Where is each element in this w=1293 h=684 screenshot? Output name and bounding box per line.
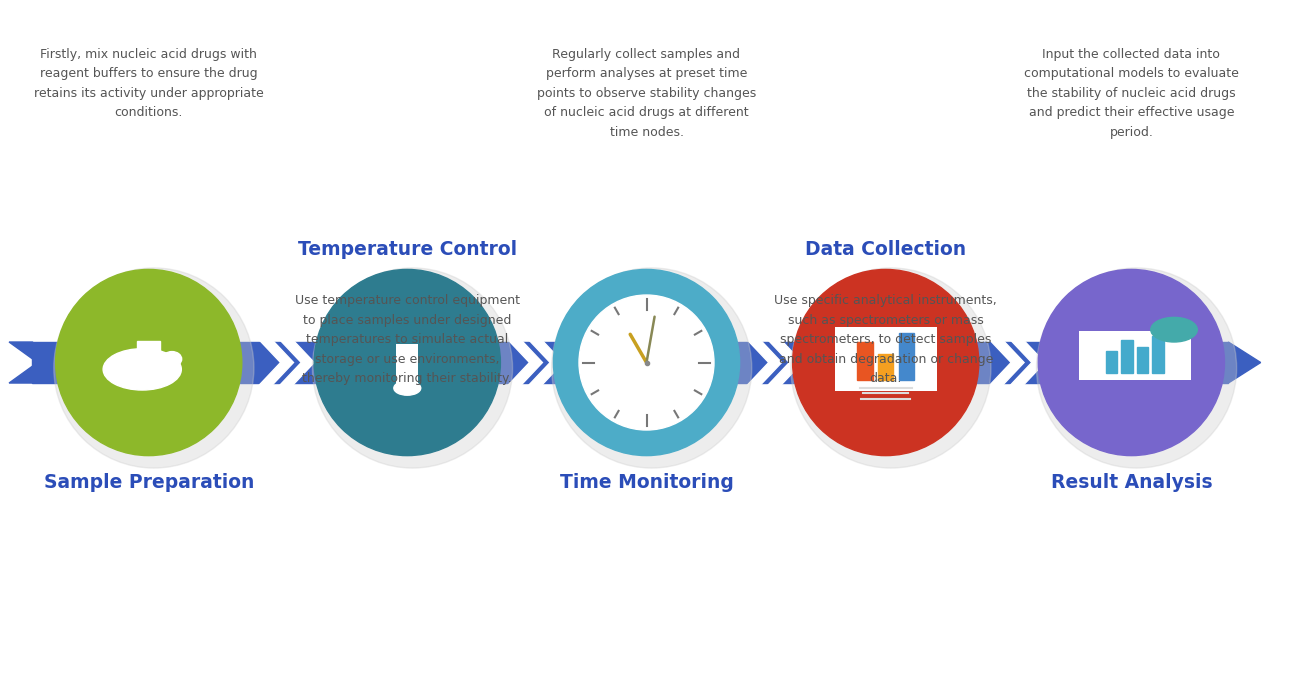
Circle shape xyxy=(394,381,420,395)
Bar xyxy=(834,327,937,391)
Ellipse shape xyxy=(552,268,751,468)
Ellipse shape xyxy=(1037,268,1236,468)
Text: Result Analysis: Result Analysis xyxy=(1050,473,1213,492)
Ellipse shape xyxy=(568,283,725,442)
Polygon shape xyxy=(503,335,543,390)
Text: Use specific analytical instruments,
such as spectrometers or mass
spectrometers: Use specific analytical instruments, suc… xyxy=(775,294,997,385)
Ellipse shape xyxy=(1038,269,1224,456)
Polygon shape xyxy=(1228,342,1261,383)
Text: Use temperature control equipment
to place samples under designed
temperatures t: Use temperature control equipment to pla… xyxy=(295,294,520,385)
Polygon shape xyxy=(255,335,294,390)
Polygon shape xyxy=(985,335,1024,390)
Bar xyxy=(32,342,1228,383)
Bar xyxy=(1106,351,1117,373)
Bar xyxy=(1121,340,1133,373)
Polygon shape xyxy=(764,335,802,390)
Text: Firstly, mix nucleic acid drugs with
reagent buffers to ensure the drug
retains : Firstly, mix nucleic acid drugs with rea… xyxy=(34,48,264,120)
Ellipse shape xyxy=(314,269,500,456)
Polygon shape xyxy=(9,342,61,383)
Polygon shape xyxy=(275,335,314,390)
Text: Sample Preparation: Sample Preparation xyxy=(44,473,253,492)
Ellipse shape xyxy=(56,269,242,456)
Ellipse shape xyxy=(791,268,990,468)
Bar xyxy=(1080,331,1191,380)
Text: Time Monitoring: Time Monitoring xyxy=(560,473,733,492)
Bar xyxy=(1152,336,1164,373)
Ellipse shape xyxy=(793,269,979,456)
Ellipse shape xyxy=(313,268,512,468)
Bar xyxy=(899,333,914,380)
Polygon shape xyxy=(742,335,781,390)
Bar xyxy=(878,354,893,380)
Text: Regularly collect samples and
perform analyses at preset time
points to observe : Regularly collect samples and perform an… xyxy=(537,48,756,139)
Bar xyxy=(1137,347,1148,373)
Circle shape xyxy=(1151,317,1197,342)
Ellipse shape xyxy=(163,352,181,367)
Bar xyxy=(857,342,873,380)
Polygon shape xyxy=(525,335,564,390)
Bar xyxy=(137,341,160,352)
Ellipse shape xyxy=(54,268,253,468)
Text: Input the collected data into
computational models to evaluate
the stability of : Input the collected data into computatio… xyxy=(1024,48,1239,139)
Circle shape xyxy=(103,349,181,390)
Ellipse shape xyxy=(553,269,740,456)
Text: Temperature Control: Temperature Control xyxy=(297,240,517,259)
Text: Data Collection: Data Collection xyxy=(806,240,966,259)
Ellipse shape xyxy=(579,295,714,430)
Bar xyxy=(397,344,419,388)
Polygon shape xyxy=(1006,335,1045,390)
